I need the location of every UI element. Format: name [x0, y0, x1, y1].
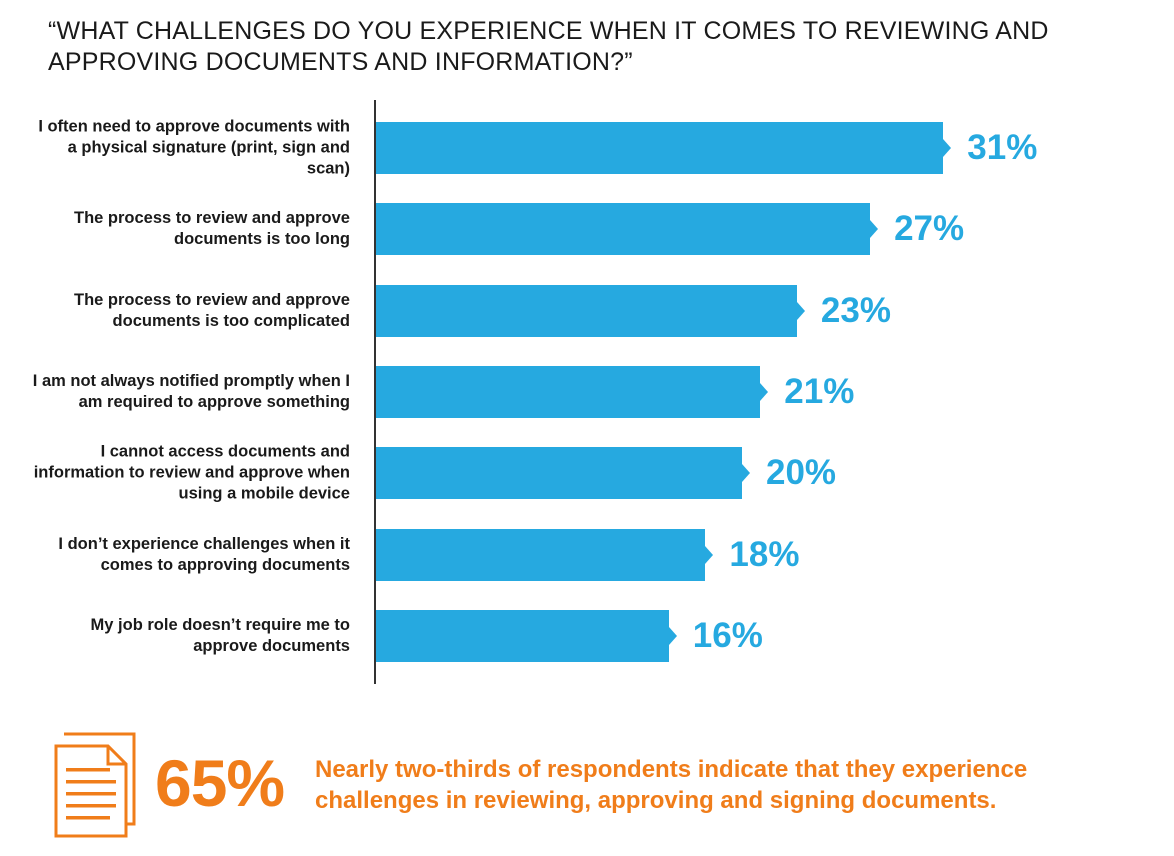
value-label: 27%: [894, 209, 965, 249]
bar-arrow: [943, 139, 952, 157]
value-label: 18%: [729, 534, 800, 574]
category-label: I often need to approve documents with a…: [38, 117, 350, 178]
bar: [376, 447, 742, 500]
value-label: 20%: [766, 453, 837, 493]
chart-title: “WHAT CHALLENGES DO YOU EXPERIENCE WHEN …: [48, 17, 1049, 76]
big-stat: 65%: [155, 746, 285, 820]
bar-arrow: [760, 382, 769, 401]
bar-arrow: [705, 545, 714, 564]
bar: [376, 284, 797, 337]
value-label: 21%: [784, 371, 855, 411]
value-label: 16%: [692, 615, 763, 655]
category-label: The process to review and approve docume…: [73, 290, 350, 330]
category-label: I am not always notified promptly when I…: [32, 371, 350, 411]
callout-text: Nearly two-thirds of respondents indicat…: [315, 756, 1028, 814]
category-label: The process to review and approve docume…: [73, 209, 350, 249]
bar-arrow: [668, 626, 677, 645]
category-label: I don’t experience challenges when it co…: [58, 534, 350, 574]
category-label: My job role doesn’t require me to approv…: [90, 615, 350, 655]
bar: [376, 365, 761, 418]
bar-arrow: [742, 464, 750, 483]
bar: [376, 609, 669, 662]
document-icon: [54, 732, 136, 838]
bar: [376, 528, 706, 581]
value-label: 23%: [820, 290, 891, 330]
category-label: I cannot access documents and informatio…: [33, 442, 350, 503]
bar: [376, 122, 944, 174]
bar-arrow: [796, 301, 805, 320]
callout: 65% Nearly two-thirds of respondents ind…: [50, 728, 1150, 840]
bar: [376, 203, 871, 256]
bar-arrow: [870, 220, 879, 239]
value-label: 31%: [967, 128, 1038, 167]
y-axis-line: [374, 100, 376, 684]
